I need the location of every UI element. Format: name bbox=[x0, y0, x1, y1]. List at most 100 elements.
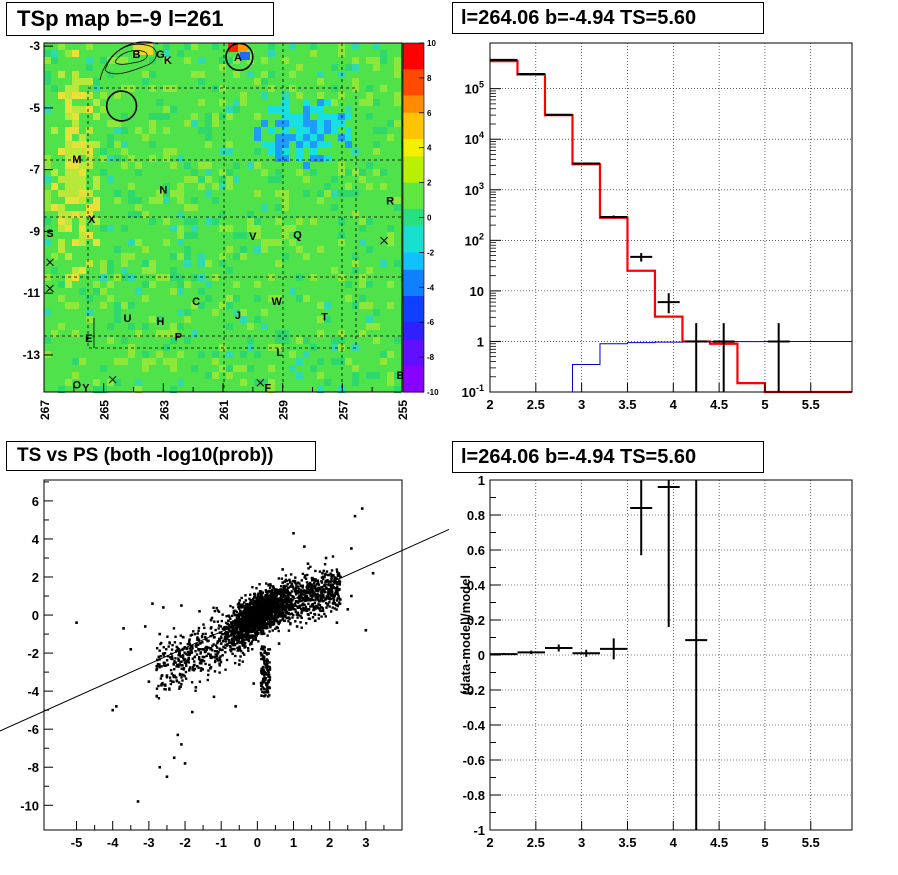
map-pixel bbox=[338, 239, 345, 246]
map-pixel bbox=[79, 162, 86, 169]
scatter-point bbox=[203, 650, 207, 654]
scatter-point bbox=[257, 599, 261, 603]
colorbar-cell bbox=[403, 330, 424, 341]
map-pixel bbox=[135, 239, 142, 246]
map-pixel bbox=[205, 190, 212, 197]
map-pixel bbox=[128, 155, 135, 162]
scatter-point bbox=[287, 600, 290, 604]
scatter-point bbox=[200, 666, 203, 670]
scatter-point bbox=[238, 646, 241, 650]
scatter-point bbox=[282, 607, 285, 610]
map-pixel bbox=[191, 120, 198, 127]
scatter-point bbox=[269, 609, 272, 613]
map-pixel bbox=[366, 85, 373, 92]
colorbar-cell bbox=[403, 374, 424, 384]
scatter-point bbox=[306, 573, 309, 577]
scatter-point bbox=[185, 664, 188, 668]
map-pixel bbox=[107, 281, 114, 288]
map-pixel bbox=[394, 386, 401, 393]
scatter-point bbox=[272, 603, 275, 606]
scatter-point bbox=[227, 635, 231, 638]
scatter-point bbox=[268, 590, 272, 593]
map-pixel bbox=[44, 155, 51, 162]
scatter-x-tick-label: -5 bbox=[71, 835, 83, 850]
map-pixel bbox=[345, 141, 352, 148]
scatter-point bbox=[314, 579, 317, 583]
map-pixel bbox=[177, 225, 184, 232]
scatter-point bbox=[234, 661, 237, 665]
scatter-point bbox=[262, 655, 265, 658]
map-pixel bbox=[149, 113, 156, 120]
scatter-point bbox=[312, 594, 316, 597]
scatter-point bbox=[309, 611, 312, 615]
map-pixel bbox=[177, 351, 184, 358]
scatter-point bbox=[284, 589, 287, 592]
map-pixel bbox=[100, 225, 107, 232]
map-pixel bbox=[65, 183, 72, 190]
scatter-point bbox=[191, 666, 195, 669]
residual-x-tick-label: 5 bbox=[761, 835, 768, 850]
scatter-point bbox=[157, 697, 161, 700]
scatter-point bbox=[163, 652, 167, 655]
scatter-point bbox=[307, 582, 310, 586]
scatter-point bbox=[328, 605, 331, 608]
map-pixel bbox=[219, 225, 226, 232]
scatter-point bbox=[313, 581, 316, 585]
scatter-point bbox=[143, 625, 147, 628]
scatter-point bbox=[246, 646, 250, 650]
scatter-point bbox=[316, 580, 320, 584]
scatter-point bbox=[240, 611, 243, 614]
scatter-point bbox=[317, 600, 321, 603]
colorbar-cell bbox=[403, 252, 424, 262]
map-pixel bbox=[93, 113, 100, 120]
scatter-point bbox=[212, 695, 216, 699]
scatter-point bbox=[218, 631, 222, 635]
scatter-point bbox=[267, 606, 270, 609]
scatter-point bbox=[260, 620, 263, 623]
map-pixel bbox=[345, 134, 352, 141]
colorbar-cell bbox=[403, 69, 424, 79]
map-pixel bbox=[268, 106, 275, 113]
map-pixel bbox=[317, 197, 324, 204]
scatter-point bbox=[321, 595, 325, 599]
region-box bbox=[87, 87, 357, 349]
map-pixel bbox=[338, 43, 345, 50]
map-pixel bbox=[324, 302, 331, 309]
scatter-point bbox=[251, 597, 255, 601]
scatter-point bbox=[277, 642, 281, 645]
map-pixel bbox=[86, 43, 93, 50]
map-pixel bbox=[149, 316, 156, 323]
scatter-point bbox=[151, 602, 154, 605]
scatter-point bbox=[264, 615, 268, 619]
map-pixel bbox=[79, 267, 86, 274]
map-pixel bbox=[261, 57, 268, 64]
map-pixel bbox=[128, 302, 135, 309]
scatter-point bbox=[265, 663, 268, 667]
scatter-point bbox=[313, 619, 317, 623]
scatter-point bbox=[350, 594, 353, 598]
scatter-point bbox=[249, 641, 253, 645]
scatter-point bbox=[218, 639, 221, 642]
map-pixel bbox=[289, 225, 296, 232]
map-pixel bbox=[93, 288, 100, 295]
scatter-point bbox=[299, 584, 303, 587]
map-pixel bbox=[191, 274, 198, 281]
map-pixel bbox=[191, 197, 198, 204]
scatter-point bbox=[307, 617, 311, 620]
scatter-point bbox=[171, 643, 174, 647]
scatter-point bbox=[177, 665, 180, 668]
map-pixel bbox=[142, 358, 149, 365]
scatter-point bbox=[234, 609, 237, 612]
map-pixel bbox=[366, 302, 373, 309]
map-pixel bbox=[268, 365, 275, 372]
map-pixel bbox=[359, 176, 366, 183]
scatter-point bbox=[217, 610, 221, 613]
scatter-point bbox=[339, 598, 342, 601]
map-pixel bbox=[219, 344, 226, 351]
map-pixel bbox=[373, 99, 380, 106]
map-pixel bbox=[296, 372, 303, 379]
scatter-point bbox=[316, 606, 320, 609]
scatter-frame bbox=[43, 479, 403, 831]
scatter-point bbox=[283, 597, 287, 600]
map-pixel bbox=[191, 330, 198, 337]
